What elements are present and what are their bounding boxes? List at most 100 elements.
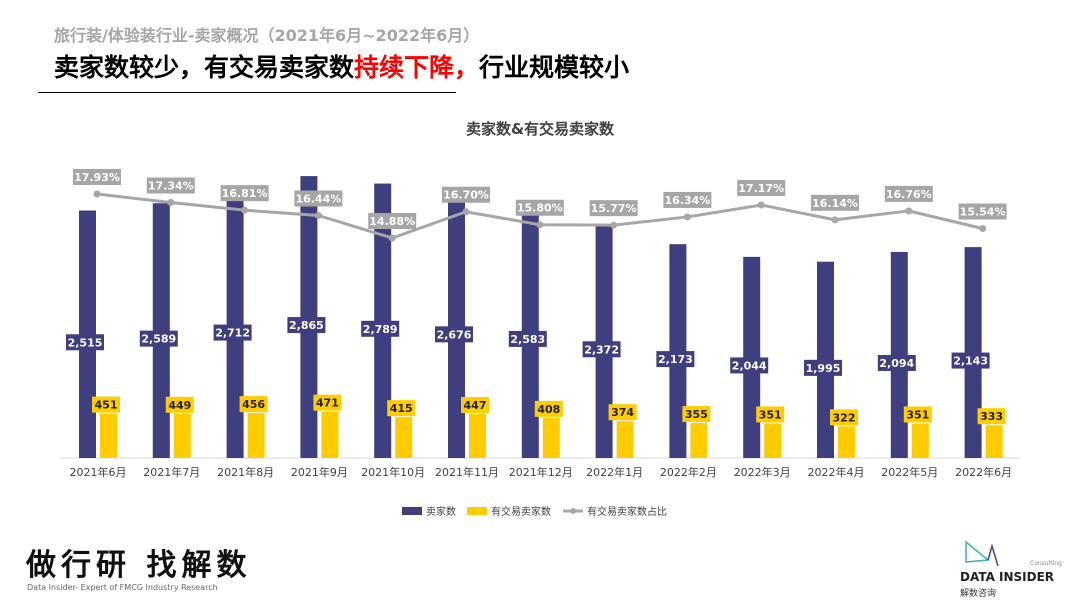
data-label-sellers: 2,676 [437, 328, 472, 341]
legend-label-trading: 有交易卖家数 [491, 505, 551, 518]
bar-trading-sellers [616, 421, 634, 458]
data-label-sellers: 2,589 [141, 333, 176, 346]
title-rule [38, 92, 456, 93]
label-bg-sellers [66, 334, 104, 351]
legend-label-sellers: 卖家数 [426, 505, 456, 518]
label-bg-sellers [213, 324, 252, 341]
data-label-ratio: 17.93% [74, 171, 120, 184]
label-bg-ratio [220, 185, 269, 202]
x-tick-label: 2021年9月 [291, 465, 348, 479]
label-bg-trading [534, 400, 563, 417]
x-tick-label: 2021年6月 [70, 465, 127, 479]
data-label-trading: 374 [611, 406, 634, 419]
bar-trading-sellers [395, 417, 413, 458]
point-ratio [314, 212, 322, 220]
data-label-ratio: 16.76% [886, 188, 932, 201]
label-bg-sellers [730, 357, 769, 374]
label-bg-trading [608, 404, 637, 421]
bar-trading-sellers [764, 423, 782, 458]
label-bg-sellers [656, 351, 695, 368]
data-label-trading: 408 [537, 403, 560, 416]
data-label-trading: 449 [168, 399, 191, 412]
subtitle: 旅行装/体验装行业-卖家概况（2021年6月~2022年6月） [54, 26, 480, 45]
label-bg-sellers [287, 317, 326, 334]
data-insider-logo-icon [965, 540, 999, 567]
label-bg-ratio [811, 194, 859, 211]
slogan: 做行研 找解数 [26, 548, 252, 583]
point-ratio [93, 190, 101, 198]
label-bg-ratio [73, 169, 121, 185]
data-label-trading: 456 [242, 398, 265, 411]
label-bg-trading [682, 406, 711, 423]
data-label-trading: 322 [833, 411, 856, 424]
title-part-b: 行业规模较小 [479, 53, 630, 82]
data-label-ratio: 16.44% [295, 193, 341, 206]
point-ratio [905, 207, 913, 215]
point-ratio [167, 199, 175, 207]
data-label-sellers: 2,173 [658, 353, 693, 366]
bar-trading-sellers [100, 413, 117, 458]
label-bg-trading [92, 396, 120, 413]
label-bg-trading [756, 406, 785, 423]
x-tick-label: 2021年7月 [143, 465, 200, 479]
logo-text: DATA INSIDER [960, 570, 1055, 584]
point-ratio [388, 234, 396, 242]
data-label-ratio: 15.54% [960, 205, 1006, 218]
data-label-sellers: 2,515 [68, 336, 103, 349]
point-ratio [831, 216, 839, 224]
bar-sellers [743, 256, 761, 458]
x-tick-label: 2022年5月 [881, 465, 938, 479]
data-label-sellers: 2,143 [953, 355, 988, 368]
label-bg-trading [461, 397, 489, 414]
data-label-trading: 471 [316, 397, 339, 410]
x-tick-label: 2021年8月 [217, 465, 274, 479]
data-label-sellers: 2,583 [510, 333, 545, 346]
label-bg-trading [165, 396, 194, 413]
data-label-trading: 451 [95, 399, 118, 412]
label-bg-ratio [368, 213, 417, 230]
data-label-ratio: 14.88% [369, 215, 415, 228]
title-part-a: 卖家数较少，有交易卖家数 [54, 53, 355, 82]
label-bg-sellers [877, 354, 916, 371]
point-ratio [241, 206, 249, 214]
bar-trading-sellers [247, 413, 265, 458]
label-bg-sellers [139, 330, 178, 347]
data-label-trading: 333 [980, 410, 1003, 423]
data-label-sellers: 2,712 [215, 327, 250, 340]
data-label-trading: 351 [906, 408, 929, 421]
x-tick-label: 2021年12月 [509, 465, 573, 479]
label-bg-trading [830, 409, 858, 426]
data-label-sellers: 2,865 [289, 319, 324, 332]
bar-trading-sellers [321, 411, 339, 458]
data-label-trading: 447 [464, 399, 487, 412]
label-bg-trading [387, 400, 416, 417]
bar-trading-sellers [469, 414, 486, 458]
data-label-trading: 415 [390, 402, 413, 415]
label-bg-ratio [737, 179, 786, 196]
label-bg-ratio [884, 185, 933, 202]
legend-swatch-sellers [402, 507, 422, 515]
label-bg-trading [239, 396, 268, 413]
data-label-ratio: 17.17% [738, 182, 784, 195]
label-bg-trading [903, 406, 932, 423]
x-tick-label: 2022年4月 [808, 465, 865, 479]
label-bg-sellers [361, 320, 400, 337]
data-label-trading: 351 [759, 408, 782, 421]
point-ratio [683, 213, 691, 221]
x-tick-label: 2022年6月 [955, 465, 1012, 479]
data-label-ratio: 17.34% [148, 180, 194, 193]
x-tick-label: 2022年2月 [660, 465, 717, 479]
legend-label-ratio: 有交易卖家数占比 [587, 505, 667, 518]
data-label-sellers: 2,372 [584, 343, 619, 356]
label-bg-ratio [589, 200, 638, 217]
slogan-en: Data Insider- Expert of FMCG Industry Re… [27, 583, 218, 592]
bar-trading-sellers [838, 426, 855, 458]
data-label-sellers: 2,044 [732, 359, 767, 372]
data-label-sellers: 2,789 [363, 323, 398, 336]
point-ratio [536, 221, 544, 229]
chart-title: 卖家数&有交易卖家数 [465, 120, 615, 138]
bar-trading-sellers [911, 423, 929, 458]
logo-cn: 解数咨询 [960, 589, 997, 599]
label-bg-ratio [515, 199, 564, 216]
